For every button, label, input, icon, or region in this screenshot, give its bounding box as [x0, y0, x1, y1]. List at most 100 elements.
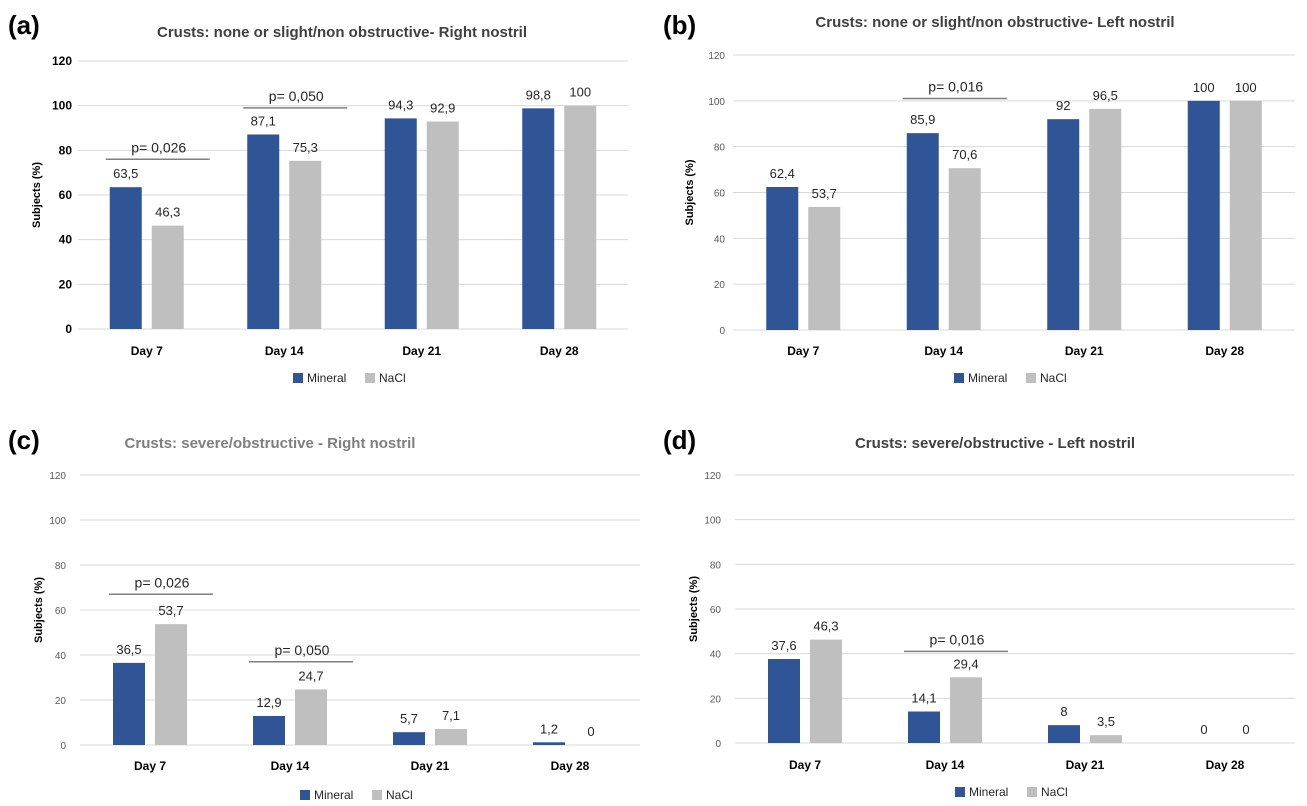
- y-tick-label: 20: [714, 280, 726, 291]
- data-label: 53,7: [158, 603, 183, 618]
- significance-label: p= 0,016: [930, 631, 985, 647]
- bar-mineral-day7: [113, 662, 145, 745]
- x-tick-label: Day 7: [134, 759, 166, 773]
- panel-letter-a: (a): [8, 10, 40, 40]
- data-label: 1,2: [540, 721, 558, 736]
- significance-label: p= 0,026: [135, 574, 190, 590]
- bar-mineral-day14: [247, 134, 280, 329]
- bar-nacl-day21: [435, 729, 467, 745]
- data-label: 36,5: [116, 642, 141, 657]
- data-label: 3,5: [1097, 714, 1115, 729]
- bar-nacl-day14: [948, 168, 981, 330]
- data-label: 8: [1060, 704, 1067, 719]
- bar-nacl-day14: [295, 689, 327, 745]
- y-axis-label: Subjects (%): [33, 577, 45, 643]
- y-tick-label: 60: [59, 188, 73, 202]
- bar-mineral-day21: [384, 118, 417, 329]
- bar-mineral-day21: [1047, 119, 1080, 331]
- y-axis-label: Subjects (%): [31, 162, 43, 228]
- y-tick-label: 80: [59, 143, 73, 157]
- data-label: 92,9: [430, 101, 455, 116]
- legend-label-nacl: NaCl: [386, 788, 413, 802]
- bar-nacl-day28: [1229, 100, 1262, 330]
- legend-label-mineral: Mineral: [969, 785, 1008, 799]
- bar-mineral-day14: [908, 711, 940, 743]
- bar-nacl-day21: [1090, 735, 1122, 743]
- bar-mineral-day28: [533, 742, 565, 745]
- legend-swatch-mineral: [955, 787, 965, 797]
- chart-a-svg: Crusts: none or slight/non obstructive- …: [31, 24, 628, 385]
- data-label: 85,9: [910, 112, 935, 127]
- data-label: 92: [1056, 98, 1070, 113]
- y-tick-label: 20: [59, 277, 73, 291]
- legend-label-mineral: Mineral: [314, 788, 353, 802]
- data-label: 94,3: [388, 97, 413, 112]
- y-tick-label: 120: [49, 471, 66, 482]
- x-tick-label: Day 21: [411, 759, 450, 773]
- x-tick-label: Day 14: [265, 344, 304, 358]
- panel-letter-d: (d): [663, 425, 697, 455]
- y-tick-label: 0: [60, 741, 66, 752]
- x-tick-label: Day 14: [271, 759, 310, 773]
- bar-mineral-day7: [109, 187, 142, 329]
- bar-mineral-day14: [906, 133, 939, 330]
- y-tick-label: 100: [52, 99, 72, 113]
- y-axis-label: Subjects (%): [684, 159, 696, 225]
- legend-label-nacl: NaCl: [1041, 785, 1068, 799]
- data-label: 12,9: [256, 695, 281, 710]
- bar-nacl-day14: [289, 160, 322, 329]
- x-tick-label: Day 28: [1205, 344, 1244, 358]
- bar-nacl-day7: [155, 624, 187, 745]
- legend-swatch-mineral: [293, 373, 303, 383]
- bar-mineral-day21: [393, 732, 425, 745]
- bar-nacl-day14: [950, 677, 982, 743]
- legend-swatch-mineral: [954, 373, 964, 383]
- data-label: 14,1: [911, 691, 936, 706]
- legend-label-nacl: NaCl: [379, 371, 406, 385]
- bar-mineral-day7: [768, 659, 800, 743]
- y-tick-label: 0: [65, 322, 72, 336]
- chart-d-svg: Crusts: severe/obstructive - Left nostri…: [688, 435, 1295, 799]
- x-tick-label: Day 28: [551, 759, 590, 773]
- significance-label: p= 0,050: [275, 642, 330, 658]
- x-tick-label: Day 7: [787, 344, 819, 358]
- chart-title: Crusts: severe/obstructive - Right nostr…: [125, 435, 416, 452]
- bar-nacl-day28: [564, 105, 597, 330]
- data-label: 46,3: [813, 619, 838, 634]
- chart-panel-c: (c) Crusts: severe/obstructive - Right n…: [0, 405, 650, 806]
- y-tick-label: 40: [714, 234, 726, 245]
- data-label: 63,5: [113, 166, 138, 181]
- bar-mineral-day28: [1187, 100, 1220, 330]
- data-label: 24,7: [298, 668, 323, 683]
- bar-mineral-day14: [253, 715, 285, 745]
- x-tick-label: Day 21: [402, 344, 441, 358]
- y-tick-label: 60: [55, 606, 67, 617]
- x-tick-label: Day 21: [1066, 758, 1105, 772]
- chart-b-svg: Crusts: none or slight/non obstructive- …: [684, 14, 1295, 385]
- data-label: 37,6: [771, 638, 796, 653]
- y-tick-label: 80: [710, 560, 722, 571]
- data-label: 0: [1242, 722, 1249, 737]
- data-label: 29,4: [953, 656, 978, 671]
- y-tick-label: 120: [52, 54, 72, 68]
- legend-swatch-nacl: [1027, 787, 1037, 797]
- x-tick-label: Day 14: [926, 758, 965, 772]
- y-tick-label: 80: [55, 561, 67, 572]
- panel-letter-b: (b): [663, 10, 697, 40]
- significance-label: p= 0,026: [131, 139, 186, 155]
- y-tick-label: 40: [710, 650, 722, 661]
- x-tick-label: Day 14: [924, 344, 963, 358]
- bar-mineral-day7: [766, 187, 799, 330]
- chart-title: Crusts: severe/obstructive - Left nostri…: [855, 435, 1135, 452]
- bar-nacl-day7: [808, 206, 841, 330]
- y-tick-label: 120: [708, 51, 725, 62]
- significance-label: p= 0,050: [269, 88, 324, 104]
- data-label: 100: [1193, 80, 1215, 95]
- legend-swatch-nacl: [1026, 373, 1036, 383]
- x-tick-label: Day 21: [1065, 344, 1104, 358]
- data-label: 70,6: [952, 147, 977, 162]
- data-label: 87,1: [251, 113, 276, 128]
- data-label: 62,4: [770, 166, 795, 181]
- data-label: 53,7: [812, 186, 837, 201]
- y-tick-label: 80: [714, 143, 726, 154]
